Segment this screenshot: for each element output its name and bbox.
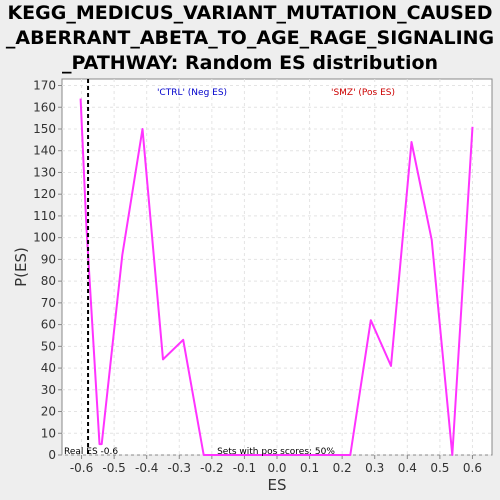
x-tick-label: -0.5 — [102, 461, 125, 475]
y-axis-ticks: 0 10 20 30 40 50 60 70 80 90 100 110 120 130 140 150 160… — [33, 79, 62, 462]
y-tick-label: 50 — [41, 339, 56, 353]
y-tick-label: 140 — [33, 144, 56, 158]
y-tick-label: 0 — [48, 448, 56, 462]
y-tick-label: 30 — [41, 383, 56, 397]
y-axis-title: P(ES) — [12, 247, 30, 287]
real-es-label: Real ES -0.6 — [64, 447, 118, 457]
y-tick-label: 60 — [41, 318, 56, 332]
chart-title-line-2: _ABERRANT_ABETA_TO_AGE_RAGE_SIGNALING — [5, 27, 495, 49]
chart-title-line-1: KEGG_MEDICUS_VARIANT_MUTATION_CAUSED — [7, 2, 493, 24]
x-tick-label: -0.6 — [70, 461, 93, 475]
y-tick-label: 170 — [33, 79, 56, 93]
y-tick-label: 160 — [33, 100, 56, 114]
y-tick-label: 90 — [41, 252, 56, 266]
x-tick-label: 0.5 — [430, 461, 449, 475]
chart-title: KEGG_MEDICUS_VARIANT_MUTATION_CAUSED _AB… — [0, 0, 500, 76]
x-tick-label: 0.1 — [300, 461, 319, 475]
x-tick-label: 0.6 — [463, 461, 482, 475]
es-distribution-line — [79, 98, 474, 456]
x-tick-label: 0.0 — [267, 461, 286, 475]
y-tick-label: 10 — [41, 426, 56, 440]
x-tick-label: 0.4 — [398, 461, 417, 475]
x-tick-label: -0.3 — [168, 461, 191, 475]
y-tick-label: 120 — [33, 187, 56, 201]
x-tick-label: 0.3 — [365, 461, 384, 475]
x-tick-label: -0.4 — [135, 461, 158, 475]
y-tick-label: 150 — [33, 122, 56, 136]
x-tick-label: -0.2 — [200, 461, 223, 475]
x-axis-ticks: -0.6 -0.5 -0.4 -0.3 -0.2 -0.1 0.0 0.1 0.2 0.3 0.4 0… — [70, 455, 482, 475]
y-tick-label: 40 — [41, 361, 56, 375]
pos-es-label: 'SMZ' (Pos ES) — [331, 88, 395, 98]
y-tick-label: 20 — [41, 405, 56, 419]
y-tick-label: 110 — [33, 209, 56, 223]
x-tick-label: 0.2 — [333, 461, 352, 475]
pos-sets-label: Sets with pos scores: 50% — [217, 447, 335, 457]
neg-es-label: 'CTRL' (Neg ES) — [157, 88, 227, 98]
y-tick-label: 130 — [33, 165, 56, 179]
y-tick-label: 100 — [33, 231, 56, 245]
y-tick-label: 70 — [41, 296, 56, 310]
chart-title-line-3: _PATHWAY: Random ES distribution — [61, 52, 439, 74]
y-tick-label: 80 — [41, 274, 56, 288]
series-layer — [79, 98, 474, 456]
grid-lines — [62, 79, 492, 456]
x-axis-title: ES — [268, 476, 287, 494]
x-tick-label: -0.1 — [233, 461, 256, 475]
